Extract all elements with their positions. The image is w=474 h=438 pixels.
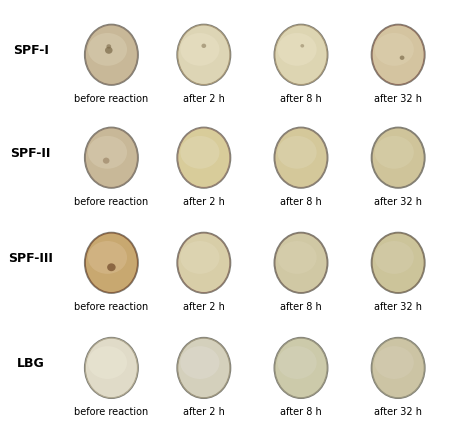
Ellipse shape [277,136,317,169]
Ellipse shape [301,44,304,48]
Ellipse shape [84,24,139,86]
Ellipse shape [180,241,219,274]
Ellipse shape [85,233,137,293]
Ellipse shape [374,241,414,274]
Text: LBG: LBG [17,357,45,370]
Ellipse shape [372,338,424,398]
Ellipse shape [84,127,139,189]
Ellipse shape [275,338,327,398]
Ellipse shape [371,232,426,294]
Text: before reaction: before reaction [74,407,148,417]
Ellipse shape [103,158,109,164]
Ellipse shape [176,232,231,294]
Ellipse shape [180,346,219,379]
Ellipse shape [273,337,328,399]
Ellipse shape [273,127,328,189]
Ellipse shape [372,128,424,187]
Text: after 32 h: after 32 h [374,407,422,417]
Text: after 8 h: after 8 h [280,94,322,104]
Text: after 32 h: after 32 h [374,94,422,104]
Ellipse shape [273,232,328,294]
Ellipse shape [85,128,137,187]
Ellipse shape [275,233,327,293]
Ellipse shape [88,33,127,66]
Text: after 8 h: after 8 h [280,302,322,312]
Ellipse shape [374,33,414,66]
Ellipse shape [88,346,127,379]
Ellipse shape [178,25,230,85]
Ellipse shape [275,128,327,187]
Ellipse shape [372,233,424,293]
Text: after 2 h: after 2 h [183,197,225,207]
Ellipse shape [85,25,137,85]
Ellipse shape [178,128,230,187]
Text: SPF-III: SPF-III [9,252,53,265]
Ellipse shape [275,25,327,85]
Ellipse shape [84,232,139,294]
Ellipse shape [180,33,219,66]
Ellipse shape [176,24,231,86]
Text: after 2 h: after 2 h [183,407,225,417]
Ellipse shape [85,338,137,398]
Text: SPF-I: SPF-I [13,44,49,57]
Text: before reaction: before reaction [74,94,148,104]
Ellipse shape [273,24,328,86]
Ellipse shape [178,233,230,293]
Ellipse shape [277,33,317,66]
Ellipse shape [372,25,424,85]
Ellipse shape [374,346,414,379]
Text: SPF-II: SPF-II [10,147,51,160]
Ellipse shape [180,136,219,169]
Ellipse shape [374,136,414,169]
Text: after 2 h: after 2 h [183,302,225,312]
Ellipse shape [201,44,206,48]
Text: after 8 h: after 8 h [280,407,322,417]
Text: after 2 h: after 2 h [183,94,225,104]
Ellipse shape [106,44,111,49]
Text: before reaction: before reaction [74,302,148,312]
Ellipse shape [277,346,317,379]
Ellipse shape [84,337,139,399]
Text: after 32 h: after 32 h [374,302,422,312]
Ellipse shape [371,337,426,399]
Ellipse shape [88,241,127,274]
Text: after 8 h: after 8 h [280,197,322,207]
Ellipse shape [400,56,404,60]
Ellipse shape [277,241,317,274]
Ellipse shape [371,24,426,86]
Ellipse shape [178,338,230,398]
Text: after 32 h: after 32 h [374,197,422,207]
Ellipse shape [176,337,231,399]
Ellipse shape [176,127,231,189]
Ellipse shape [107,263,116,271]
Ellipse shape [88,136,127,169]
Text: before reaction: before reaction [74,197,148,207]
Ellipse shape [371,127,426,189]
Ellipse shape [105,47,112,54]
